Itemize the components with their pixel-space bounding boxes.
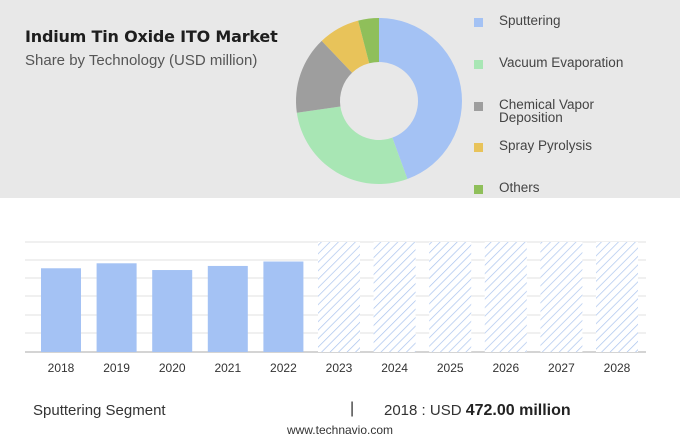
footer-value: 2018 : USD 472.00 million [384, 402, 571, 420]
legend-label-sputtering: Sputtering [499, 13, 561, 28]
legend-swatch-others [474, 185, 483, 194]
footer-amount: 472.00 million [465, 402, 571, 419]
x-tick-label-2026: 2026 [492, 361, 519, 375]
donut-slice-chemical-vapor-deposition [296, 40, 353, 113]
donut-slice-vacuum-evaporation [296, 106, 408, 184]
footer-divider: | [350, 400, 355, 417]
chart-title: Indium Tin Oxide ITO Market [25, 27, 278, 46]
legend-swatch-spray-pyrolysis [474, 143, 483, 152]
legend-label-vacuum-evaporation: Vacuum Evaporation [499, 55, 624, 70]
source-url: www.technavio.com [286, 423, 394, 437]
chart-subtitle: Share by Technology (USD million) [25, 52, 258, 69]
bar-2021 [207, 265, 248, 352]
legend-swatch-vacuum-evaporation [474, 60, 483, 69]
x-tick-label-2027: 2027 [548, 361, 575, 375]
footer-year-label: 2018 : USD [384, 402, 462, 419]
legend-swatch-chemical-vapor-deposition [474, 102, 483, 111]
bar-2020 [152, 270, 193, 352]
x-tick-label-2028: 2028 [604, 361, 631, 375]
forecast-bar-2028 [596, 242, 638, 352]
x-tick-label-2024: 2024 [381, 361, 408, 375]
bar-2022 [263, 261, 304, 352]
legend-label-chemical-vapor-deposition: Chemical Vapor Deposition [499, 97, 595, 125]
forecast-bar-2026 [484, 242, 527, 352]
footer-segment-label: Sputtering Segment [33, 402, 166, 419]
legend-label-others: Others [499, 180, 540, 195]
donut-slice-spray-pyrolysis [321, 20, 370, 73]
x-tick-label-2021: 2021 [214, 361, 241, 375]
legend-item-spray-pyrolysis: Spray Pyrolysis [474, 139, 649, 152]
bar-2018 [41, 268, 81, 352]
bar-chart: 2018 2019 2020 2021 2022 2023 2024 2025 2026 2027… [25, 241, 646, 375]
legend-item-vacuum-evaporation: Vacuum Evaporation [474, 56, 649, 69]
donut-slice-others [358, 18, 379, 64]
forecast-bar-2023 [318, 242, 360, 352]
legend-item-sputtering: Sputtering [474, 14, 649, 27]
forecast-bar-2025 [429, 242, 472, 352]
forecast-bar-2027 [540, 242, 583, 352]
x-tick-label-2023: 2023 [326, 361, 353, 375]
x-tick-label-2018: 2018 [48, 361, 75, 375]
donut-chart [296, 18, 462, 184]
bar-2019 [96, 263, 137, 352]
x-tick-label-2022: 2022 [270, 361, 297, 375]
legend-label-spray-pyrolysis: Spray Pyrolysis [499, 138, 593, 153]
legend-item-chemical-vapor-deposition: Chemical Vapor Deposition [474, 98, 649, 124]
x-tick-label-2025: 2025 [437, 361, 464, 375]
legend-item-others: Others [474, 181, 649, 194]
x-tick-label-2019: 2019 [103, 361, 130, 375]
legend-swatch-sputtering [474, 18, 483, 27]
x-tick-label-2020: 2020 [159, 361, 186, 375]
donut-slice-sputtering [379, 18, 462, 179]
forecast-bar-2024 [373, 242, 416, 352]
